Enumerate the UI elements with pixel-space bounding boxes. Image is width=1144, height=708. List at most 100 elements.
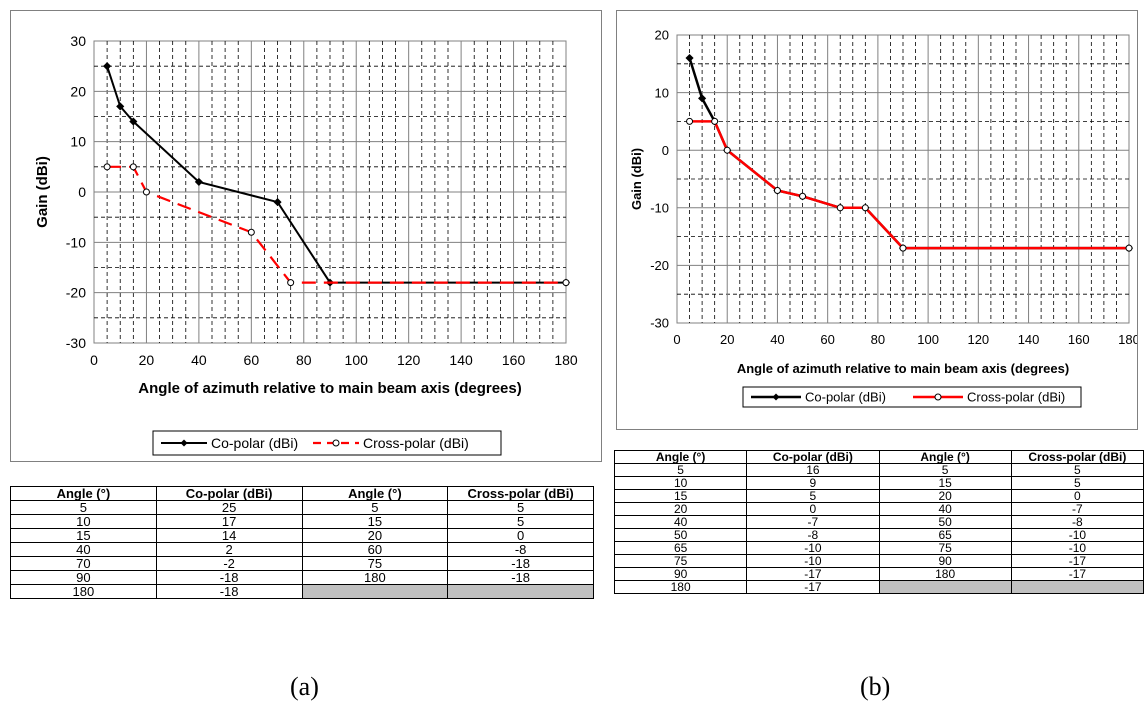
chart-a-y-tick-label: 30 xyxy=(70,33,86,49)
table-row: 75 -10 90 -17 xyxy=(613,554,1144,568)
chart-b-x-tick-label: 60 xyxy=(820,332,834,347)
chart-b-cross-polar-point xyxy=(773,187,781,195)
table-cell: -10 xyxy=(746,554,880,568)
chart-b-cross-polar-point xyxy=(1125,244,1133,252)
table-row: 5 16 5 5 xyxy=(613,463,1144,477)
table-cell: 40 xyxy=(878,502,1012,516)
table-cell: 90 xyxy=(10,570,157,585)
table-cell: 5 xyxy=(447,514,594,529)
chart-b-legend xyxy=(742,386,1082,408)
data-table-b: Angle (°) Co-polar (dBi) Angle (°) Cross-po… xyxy=(613,450,1144,594)
table-cell: 180 xyxy=(613,580,748,594)
table-cell: 20 xyxy=(301,528,449,543)
chart-b-y-tick-label: -20 xyxy=(650,258,669,273)
table-cell xyxy=(447,584,594,599)
table-cell: 90 xyxy=(613,567,748,581)
table-cell: 180 xyxy=(301,570,449,585)
table-cell: 5 xyxy=(878,463,1012,477)
table-row: 40 -7 50 -8 xyxy=(613,515,1144,529)
table-cell: 75 xyxy=(878,541,1012,555)
table-cell: -7 xyxy=(746,515,880,529)
table-header-cell: Cross-polar (dBi) xyxy=(447,486,594,501)
data-table-a: Angle (°) Co-polar (dBi) Angle (°) Cross-po… xyxy=(10,486,594,599)
chart-a-y-tick-label: -30 xyxy=(66,335,86,351)
chart-a-cross-polar-point xyxy=(103,163,111,171)
chart-a-cross-polar-point xyxy=(142,188,150,196)
table-cell: 75 xyxy=(613,554,748,568)
chart-b-legend-cross-polar-marker xyxy=(934,393,942,401)
chart-a-cross-polar-line xyxy=(107,165,566,284)
chart-b-frame: 0 20 40 60 80 100 120 140 160 180 20 10 0 -10 -20 -30 An… xyxy=(616,10,1138,430)
chart-b-legend-co-polar-label: Co-polar (dBi) xyxy=(805,390,886,405)
chart-a-co-polar-point xyxy=(116,102,125,111)
table-cell xyxy=(1010,580,1144,594)
table-cell: 60 xyxy=(301,542,449,557)
chart-a-x-tick-label: 60 xyxy=(244,352,260,368)
table-cell: -18 xyxy=(155,584,303,599)
table-cell xyxy=(301,584,449,599)
table-row: 20 0 40 -7 xyxy=(613,502,1144,516)
chart-a-x-tick-label: 80 xyxy=(296,352,312,368)
table-cell: 50 xyxy=(878,515,1012,529)
chart-b-y-tick-label: -30 xyxy=(650,316,669,331)
table-row: 10 17 15 5 xyxy=(10,514,594,529)
chart-a-co-polar-point xyxy=(273,198,282,207)
chart-a-y-axis-title: Gain (dBi) xyxy=(34,156,51,228)
table-cell: 2 xyxy=(155,542,303,557)
table-row: 15 5 20 0 xyxy=(613,489,1144,503)
table-header-cell: Angle (°) xyxy=(10,486,157,501)
table-cell: -7 xyxy=(1010,502,1144,516)
table-cell: -17 xyxy=(746,580,880,594)
chart-b-x-tick-label: 40 xyxy=(770,332,784,347)
chart-a-legend-co-polar-marker xyxy=(180,439,188,447)
table-cell: 10 xyxy=(613,476,748,490)
chart-a-cross-polar-point xyxy=(129,163,137,171)
table-header-cell: Co-polar (dBi) xyxy=(155,486,303,501)
table-cell: -8 xyxy=(447,542,594,557)
table-cell: 5 xyxy=(447,500,594,515)
table-cell: 90 xyxy=(878,554,1012,568)
table-header-cell: Angle (°) xyxy=(613,450,748,464)
chart-b-x-tick-label: 0 xyxy=(673,332,680,347)
chart-a-cross-polar-point xyxy=(562,279,570,287)
table-cell: 65 xyxy=(878,528,1012,542)
table-cell: 180 xyxy=(10,584,157,599)
caption-a: (a) xyxy=(290,672,319,701)
table-header-cell: Cross-polar (dBi) xyxy=(1010,450,1144,464)
chart-b-x-tick-label: 80 xyxy=(871,332,885,347)
table-cell: 15 xyxy=(10,528,157,543)
chart-a-x-tick-label: 160 xyxy=(502,352,526,368)
table-row: 90 -18 180 -18 xyxy=(10,570,594,585)
chart-b-cross-polar-point xyxy=(711,117,719,125)
chart-a-frame: 0 20 40 60 80 100 120 140 160 180 30 20 10 0 -10 -20 -30… xyxy=(10,10,602,462)
chart-a-x-tick-label: 40 xyxy=(191,352,207,368)
table-cell: -18 xyxy=(447,556,594,571)
table-cell: -8 xyxy=(1010,515,1144,529)
table-cell: 0 xyxy=(447,528,594,543)
chart-b-x-tick-label: 20 xyxy=(720,332,734,347)
chart-b-legend-co-polar-marker xyxy=(772,393,780,401)
chart-a-y-tick-label: -20 xyxy=(66,285,86,301)
table-row: 10 9 15 5 xyxy=(613,476,1144,490)
table-cell: 5 xyxy=(1010,476,1144,490)
table-cell: 5 xyxy=(301,500,449,515)
table-header-row: Angle (°) Co-polar (dBi) Angle (°) Cross-po… xyxy=(10,486,594,501)
table-cell: 0 xyxy=(746,502,880,516)
chart-a-x-tick-label: 140 xyxy=(449,352,473,368)
table-cell: 75 xyxy=(301,556,449,571)
table-cell: 180 xyxy=(878,567,1012,581)
table-cell: 5 xyxy=(1010,463,1144,477)
chart-a-legend-cross-polar-marker xyxy=(332,439,340,447)
chart-a-x-tick-label: 0 xyxy=(90,352,98,368)
table-cell: 5 xyxy=(10,500,157,515)
table-cell: 20 xyxy=(613,502,748,516)
chart-b-y-axis-title: Gain (dBi) xyxy=(629,148,644,210)
chart-b-cross-polar-point xyxy=(799,192,807,200)
chart-a-cross-polar-point xyxy=(287,279,295,287)
chart-a-y-tick-label: 20 xyxy=(70,83,86,99)
table-cell: 15 xyxy=(301,514,449,529)
chart-b-co-polar-point xyxy=(685,53,694,63)
table-cell: 15 xyxy=(613,489,748,503)
chart-a-co-polar-point xyxy=(194,177,203,186)
chart-b-cross-polar-point xyxy=(861,204,869,212)
